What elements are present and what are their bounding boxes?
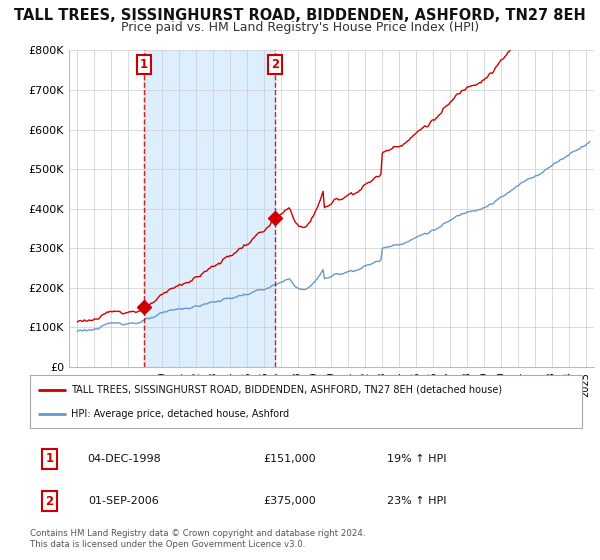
Text: £151,000: £151,000 <box>263 454 316 464</box>
Text: TALL TREES, SISSINGHURST ROAD, BIDDENDEN, ASHFORD, TN27 8EH (detached house): TALL TREES, SISSINGHURST ROAD, BIDDENDEN… <box>71 385 503 395</box>
Text: TALL TREES, SISSINGHURST ROAD, BIDDENDEN, ASHFORD, TN27 8EH: TALL TREES, SISSINGHURST ROAD, BIDDENDEN… <box>14 8 586 24</box>
Text: 23% ↑ HPI: 23% ↑ HPI <box>386 497 446 506</box>
Text: 2: 2 <box>271 58 279 71</box>
Text: 1: 1 <box>140 58 148 71</box>
Bar <box>144 50 275 367</box>
Text: Price paid vs. HM Land Registry's House Price Index (HPI): Price paid vs. HM Land Registry's House … <box>121 21 479 34</box>
Text: HPI: Average price, detached house, Ashford: HPI: Average price, detached house, Ashf… <box>71 409 290 419</box>
Text: 01-SEP-2006: 01-SEP-2006 <box>88 497 159 506</box>
Text: 1: 1 <box>45 452 53 465</box>
Text: 04-DEC-1998: 04-DEC-1998 <box>87 454 161 464</box>
Text: Contains HM Land Registry data © Crown copyright and database right 2024.
This d: Contains HM Land Registry data © Crown c… <box>30 529 365 549</box>
Text: 2: 2 <box>45 495 53 508</box>
Text: £375,000: £375,000 <box>263 497 316 506</box>
Text: 19% ↑ HPI: 19% ↑ HPI <box>386 454 446 464</box>
